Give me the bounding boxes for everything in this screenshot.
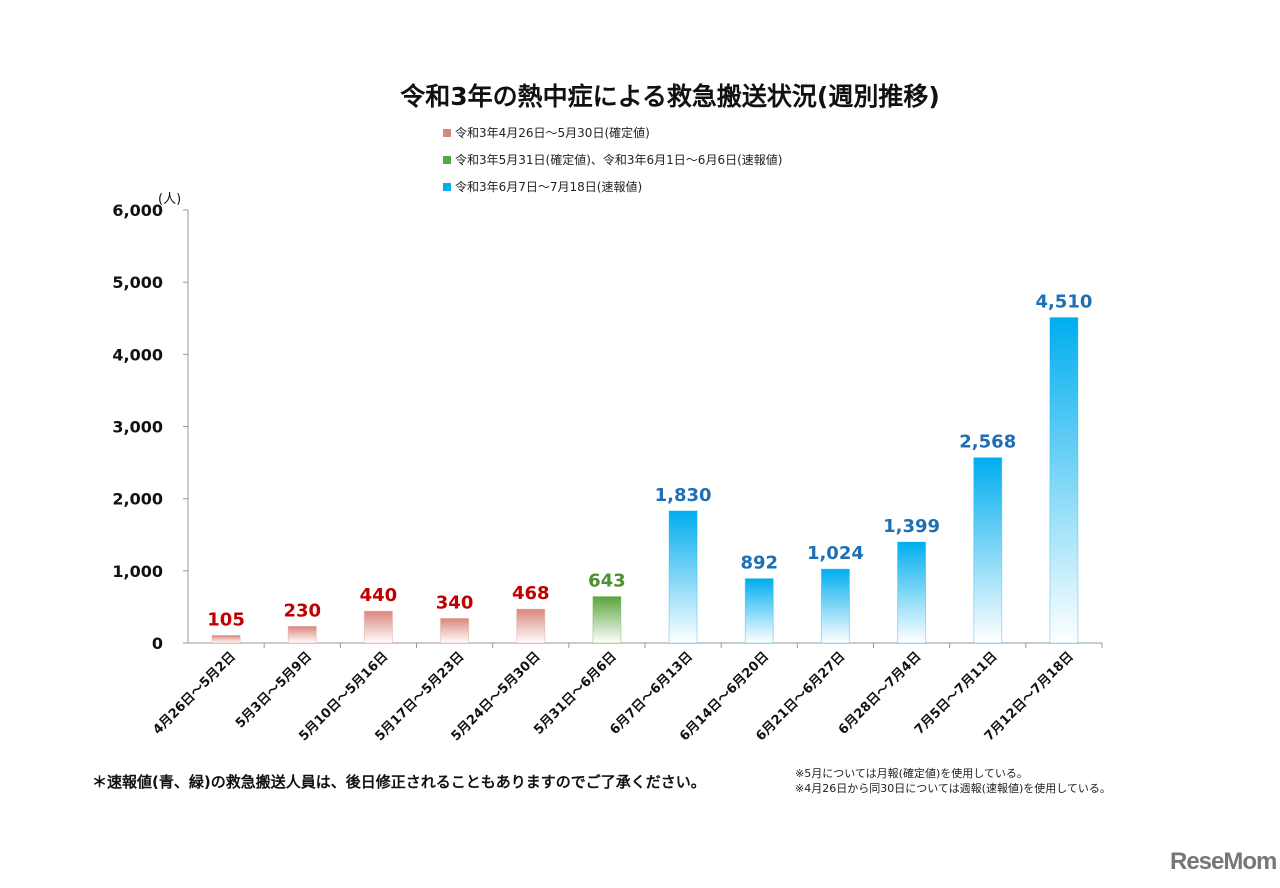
- note-1: ※5月については月報(確定値)を使用している。: [795, 767, 1028, 780]
- bar-value-label: 1,024: [807, 543, 864, 564]
- bar: [287, 625, 317, 644]
- bar-value-label: 440: [360, 585, 398, 606]
- legend-swatch: [443, 156, 451, 164]
- chart-title: 令和3年の熱中症による救急搬送状況(週別推移): [400, 82, 940, 111]
- bar: [820, 568, 850, 644]
- bar-value-label: 643: [588, 571, 626, 592]
- x-tick-label: 5月31日～6月6日: [531, 649, 620, 738]
- legend-label: 令和3年4月26日～5月30日(確定値): [455, 125, 650, 140]
- bar: [516, 608, 546, 644]
- note-2: ※4月26日から同30日については週報(速報値)を使用している。: [795, 782, 1111, 795]
- legend-swatch: [443, 183, 451, 191]
- x-tick-label: 6月7日～6月13日: [607, 649, 696, 738]
- bar: [440, 617, 470, 644]
- legend-swatch: [443, 129, 451, 137]
- y-tick-label: 4,000: [112, 345, 163, 364]
- bar: [211, 634, 241, 644]
- bar-value-label: 2,568: [959, 432, 1016, 453]
- y-tick-label: 5,000: [112, 273, 163, 292]
- resemom-logo: ReseMom: [1170, 848, 1277, 875]
- bar: [897, 541, 927, 644]
- y-tick-label: 3,000: [112, 418, 163, 437]
- y-tick-label: 1,000: [112, 562, 163, 581]
- bar: [744, 578, 774, 644]
- y-axis-unit: (人): [158, 192, 181, 207]
- legend-label: 令和3年5月31日(確定値)、令和3年6月1日～6月6日(速報値): [455, 152, 782, 167]
- bar-value-label: 4,510: [1035, 292, 1092, 313]
- bar-value-label: 1,399: [883, 516, 940, 537]
- bar: [973, 457, 1003, 644]
- y-tick-label: 6,000: [112, 201, 163, 220]
- x-tick-label: 7月5日～7月11日: [912, 649, 1001, 738]
- legend-label: 令和3年6月7日～7月18日(速報値): [455, 179, 642, 194]
- bar-value-label: 892: [740, 553, 778, 574]
- x-tick-label: 5月3日～5月9日: [233, 649, 315, 731]
- y-tick-label: 0: [152, 634, 163, 653]
- bar: [363, 610, 393, 644]
- bar-value-label: 230: [283, 600, 321, 621]
- y-tick-label: 2,000: [112, 490, 163, 509]
- bar-value-label: 468: [512, 583, 550, 604]
- x-tick-label: 4月26日～5月2日: [150, 649, 239, 738]
- bar: [668, 510, 698, 644]
- x-tick-label: 6月28日～7月4日: [836, 649, 925, 738]
- bar: [1049, 317, 1079, 644]
- bar-value-label: 105: [207, 609, 245, 630]
- bar-value-label: 1,830: [655, 485, 712, 506]
- footnote: ＊速報値(青、緑)の救急搬送人員は、後日修正されることもありますのでご了承くださ…: [92, 773, 706, 791]
- bar-value-label: 340: [436, 592, 474, 613]
- bar: [592, 596, 622, 644]
